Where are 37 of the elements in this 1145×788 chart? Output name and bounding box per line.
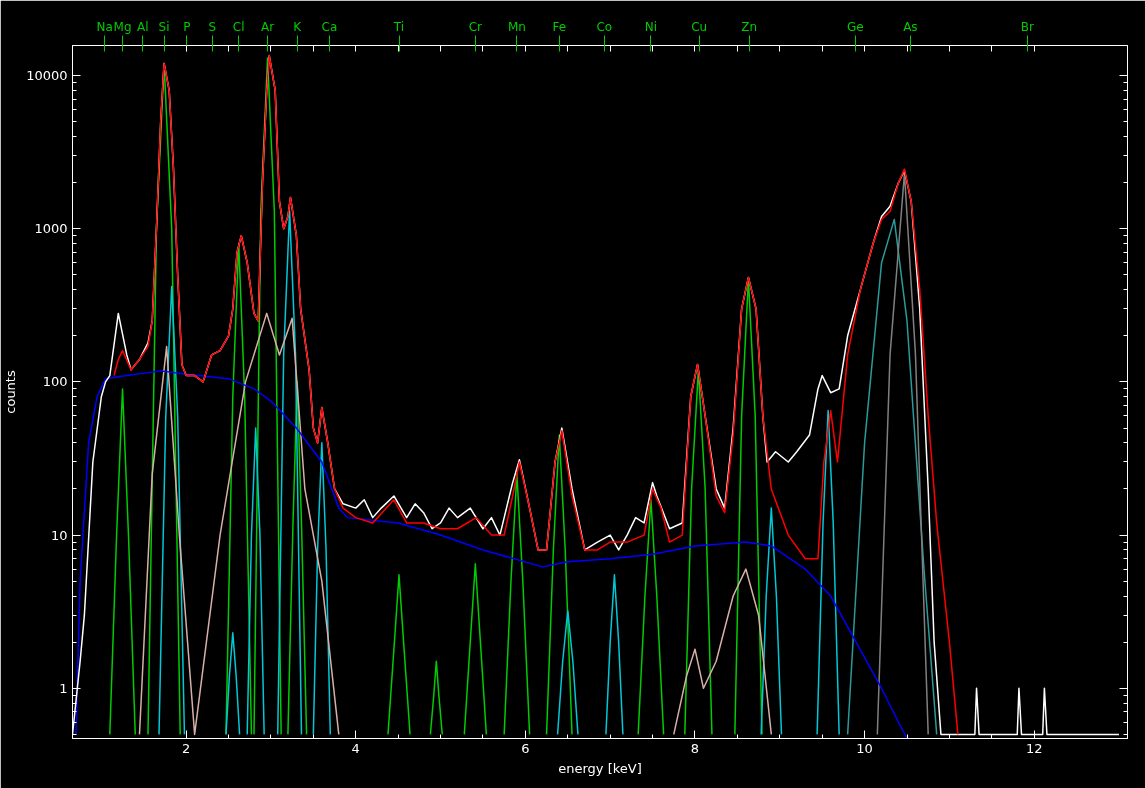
ref-line-label: Cu bbox=[691, 19, 708, 34]
x-tick-label: 12 bbox=[1025, 740, 1043, 756]
x-axis-title: energy [keV] bbox=[558, 760, 642, 776]
ref-line-label: Si bbox=[158, 19, 170, 34]
y-tick-label: 10 bbox=[50, 527, 68, 543]
ref-line-label: Mg bbox=[113, 19, 132, 34]
ref-line-label: Na bbox=[96, 19, 113, 34]
y-tick-label: 1000 bbox=[34, 221, 68, 237]
y-tick-label: 100 bbox=[42, 374, 68, 390]
ref-line-label: Fe bbox=[552, 19, 567, 34]
ref-line-label: Al bbox=[137, 19, 149, 34]
x-tick-label: 10 bbox=[856, 740, 873, 756]
ref-line-label: Co bbox=[596, 19, 613, 34]
y-tick-label: 10000 bbox=[26, 68, 68, 84]
x-tick-label: 6 bbox=[521, 740, 530, 756]
ref-line-label: As bbox=[903, 19, 918, 34]
ref-line-label: Mn bbox=[507, 19, 526, 34]
ref-line-label: Ni bbox=[644, 19, 658, 34]
line-series bbox=[846, 218, 938, 736]
ref-line-label: P bbox=[183, 19, 191, 34]
ref-line-label: Cl bbox=[232, 19, 245, 34]
x-tick-label: 2 bbox=[182, 740, 191, 756]
x-tick-label: 4 bbox=[351, 740, 360, 756]
ref-line-label: Ti bbox=[392, 19, 405, 34]
ref-line-label: S bbox=[208, 19, 217, 34]
y-axis-title: counts bbox=[3, 370, 19, 414]
ref-line-label: Ge bbox=[846, 19, 864, 34]
line-series bbox=[75, 370, 908, 739]
ref-line-label: Ca bbox=[321, 19, 338, 34]
ref-line-label: Br bbox=[1020, 19, 1035, 34]
ref-line-label: Zn bbox=[741, 19, 758, 34]
ref-line-label: Cr bbox=[468, 19, 483, 34]
ref-line-label: Ar bbox=[260, 19, 275, 34]
ref-line-label: K bbox=[293, 19, 303, 34]
x-tick-label: 8 bbox=[690, 740, 700, 756]
y-tick-label: 1 bbox=[59, 680, 68, 696]
line-series bbox=[113, 54, 959, 736]
